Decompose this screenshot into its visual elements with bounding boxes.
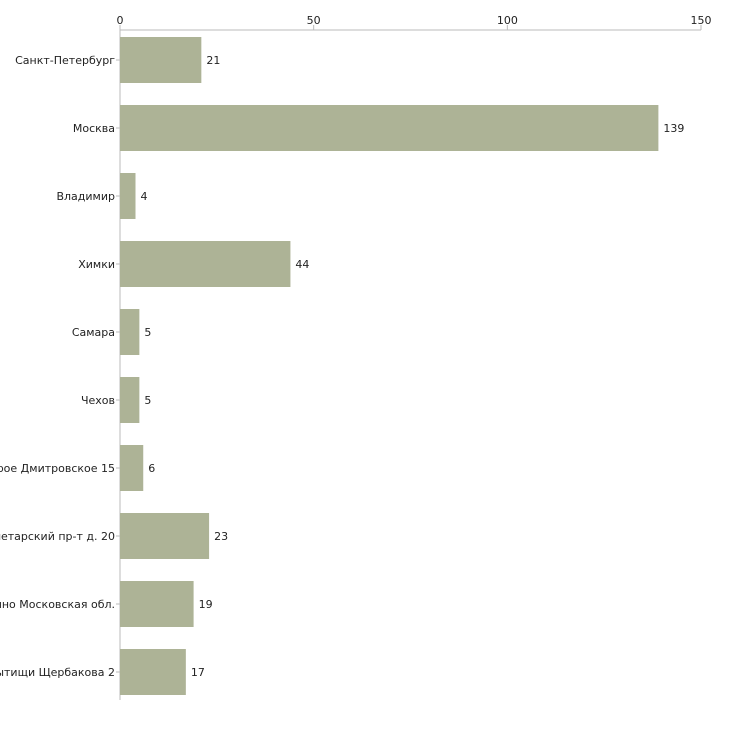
bar [120, 241, 291, 287]
bar [120, 445, 144, 491]
value-label: 4 [140, 190, 147, 203]
category-label: ино Московская обл. [0, 598, 115, 611]
category-label: Чехов [81, 394, 115, 407]
x-tick-label: 150 [691, 14, 712, 27]
x-tick-label: 0 [117, 14, 124, 27]
value-label: 17 [191, 666, 205, 679]
value-label: 5 [144, 326, 151, 339]
category-label: арое Дмитровское 15 [0, 462, 115, 475]
x-tick-label: 50 [307, 14, 321, 27]
value-label: 21 [206, 54, 220, 67]
category-label: летарский пр-т д. 20 [0, 530, 115, 543]
value-label: 5 [144, 394, 151, 407]
bar [120, 649, 186, 695]
category-label: Санкт-Петербург [15, 54, 115, 67]
bar [120, 513, 210, 559]
category-label: Самара [72, 326, 115, 339]
category-label: Химки [78, 258, 115, 271]
bar [120, 581, 194, 627]
x-tick-label: 100 [497, 14, 518, 27]
category-label: Москва [73, 122, 115, 135]
category-label: Владимир [56, 190, 115, 203]
bar [120, 173, 136, 219]
bar [120, 37, 202, 83]
bar [120, 377, 140, 423]
value-label: 44 [295, 258, 309, 271]
bar [120, 105, 659, 151]
value-label: 19 [199, 598, 213, 611]
value-label: 139 [663, 122, 684, 135]
bar [120, 309, 140, 355]
value-label: 23 [214, 530, 228, 543]
category-label: ытищи Щербакова 2 [0, 666, 115, 679]
value-label: 6 [148, 462, 155, 475]
